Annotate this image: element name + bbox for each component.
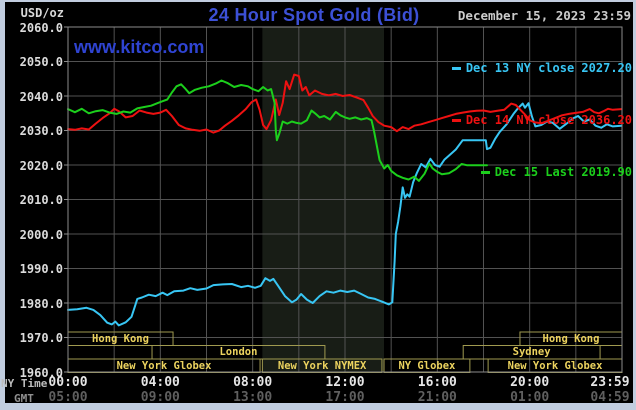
y-tick-label: 2010.0 (19, 193, 63, 207)
x-tick-ny: 04:00 (140, 375, 180, 390)
session-label: New York Globex (116, 359, 212, 372)
session-label: Hong Kong (542, 332, 600, 345)
y-tick-label: 1970.0 (19, 331, 63, 345)
x-tick-ny: 08:00 (233, 375, 273, 390)
y-tick-label: 2050.0 (19, 55, 63, 69)
legend-swatch-dec15 (480, 170, 490, 174)
x-tick-gmt: 13:00 (233, 390, 273, 405)
y-tick-label: 2020.0 (19, 158, 63, 173)
y-axis-units-label: USD/oz (20, 6, 64, 20)
x-tick-ny: 23:59 (590, 375, 630, 390)
price-line-dec-14 (67, 73, 623, 134)
y-tick-label: 2000.0 (19, 227, 63, 242)
price-line-dec-15 (67, 79, 488, 182)
x-tick-gmt: 01:00 (510, 390, 550, 405)
legend-row-dec14: Dec 14 NY close 2036.20 (446, 113, 632, 127)
chart-datetime: December 15, 2023 23:59 (457, 8, 631, 23)
x-tick-gmt: 05:00 (48, 390, 88, 405)
y-tick-label: 2040.0 (19, 89, 63, 104)
y-tick-label: 1980.0 (19, 296, 63, 311)
legend-swatch-dec14 (451, 118, 461, 122)
x-tick-ny: 16:00 (417, 375, 457, 390)
session-label: Hong Kong (92, 332, 149, 345)
legend-label-dec13: Dec 13 NY close 2027.20 (465, 61, 632, 75)
y-tick-label: 1990.0 (19, 262, 63, 276)
session-label: New York Globex (507, 359, 603, 372)
x-tick-ny: 20:00 (510, 375, 550, 390)
x-tick-ny: 00:00 (48, 375, 88, 390)
y-tick-label: 2060.0 (19, 20, 63, 35)
x-tick-gmt: 09:00 (140, 390, 180, 405)
legend-label-dec14: Dec 14 NY close 2036.20 (465, 113, 632, 127)
x-axis-ny-label: NY Time (1, 377, 48, 390)
session-label: New York NYMEX (277, 359, 367, 372)
y-tick-label: 1960.0 (19, 365, 63, 380)
x-tick-gmt: 17:00 (325, 390, 365, 405)
x-tick-gmt: 04:59 (590, 390, 630, 405)
session-label: NY Globex (398, 359, 456, 372)
legend: Dec 13 NY close 2027.20 Dec 14 NY close … (446, 23, 632, 217)
x-tick-ny: 12:00 (325, 375, 365, 390)
session-label: London (219, 346, 258, 358)
legend-swatch-dec13 (451, 66, 461, 70)
x-tick-gmt: 21:00 (417, 390, 457, 405)
kitco-watermark: www.kitco.com (74, 37, 205, 57)
legend-row-dec15: Dec 15 Last 2019.90 (446, 165, 632, 179)
legend-row-dec13: Dec 13 NY close 2027.20 (446, 61, 632, 75)
y-tick-label: 2030.0 (19, 124, 63, 138)
legend-label-dec15: Dec 15 Last 2019.90 (494, 165, 632, 179)
chart-title: 24 Hour Spot Gold (Bid) (208, 5, 420, 25)
session-label: Sydney (512, 346, 551, 358)
x-axis-gmt-label: GMT (14, 392, 34, 405)
price-line-dec-13 (67, 102, 623, 327)
